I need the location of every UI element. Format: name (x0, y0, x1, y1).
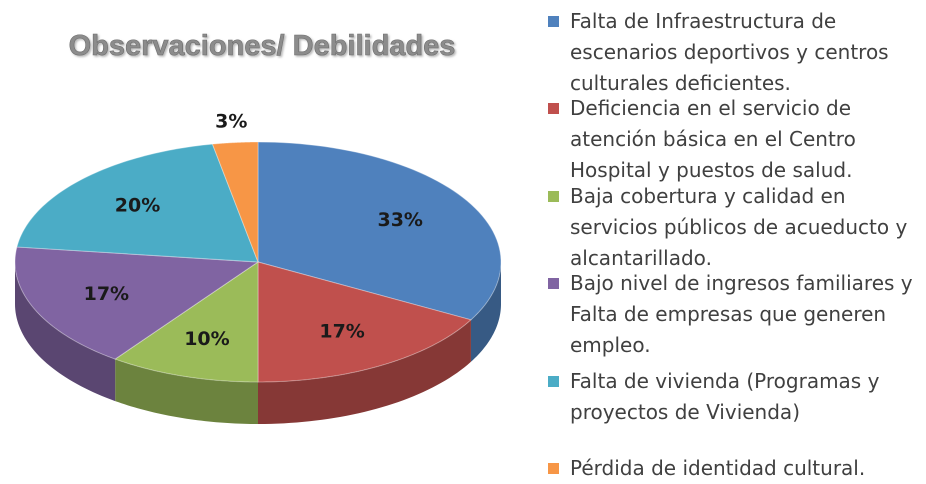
data-label: 17% (319, 321, 364, 343)
legend-entry: Pérdida de identidad cultural. (548, 453, 918, 484)
legend-label: Pérdida de identidad cultural. (570, 456, 866, 480)
slice-side (470, 262, 501, 362)
slice (257, 141, 502, 321)
legend-label: Falta de Infraestructura de escenarios d… (570, 9, 889, 95)
slice (211, 141, 259, 263)
legend-label: Falta de vivienda (Programas y proyectos… (570, 369, 880, 424)
legend-entry: Falta de vivienda (Programas y proyectos… (548, 366, 918, 428)
legend-label: Bajo nivel de ingresos familiares y Falt… (570, 271, 913, 357)
legend-label: Baja cobertura y calidad en servicios pú… (570, 184, 908, 270)
legend-swatch (548, 463, 559, 474)
legend-entry: Falta de Infraestructura de escenarios d… (548, 6, 918, 99)
slice (114, 261, 259, 383)
data-label: 20% (115, 195, 160, 217)
data-label: 3% (215, 111, 247, 133)
chart-title: Observaciones/ Debilidades (69, 30, 456, 62)
legend-swatch (548, 376, 559, 387)
legend-swatch (548, 278, 559, 289)
slice-side (258, 319, 471, 424)
legend-swatch (548, 191, 559, 202)
legend-entry: Baja cobertura y calidad en servicios pú… (548, 181, 918, 274)
legend-entry: Deficiencia en el servicio de atención b… (548, 93, 918, 186)
slice (16, 143, 259, 263)
data-label: 10% (184, 328, 229, 350)
slice (257, 261, 472, 383)
legend-entry: Bajo nivel de ingresos familiares y Falt… (548, 268, 918, 361)
legend-swatch (548, 16, 559, 27)
legend-swatch (548, 103, 559, 114)
slice-side (15, 262, 116, 402)
data-label: 17% (84, 283, 129, 305)
data-label: 33% (377, 209, 422, 231)
slice-side (115, 359, 258, 424)
legend-label: Deficiencia en el servicio de atención b… (570, 96, 856, 182)
slice (14, 246, 260, 360)
